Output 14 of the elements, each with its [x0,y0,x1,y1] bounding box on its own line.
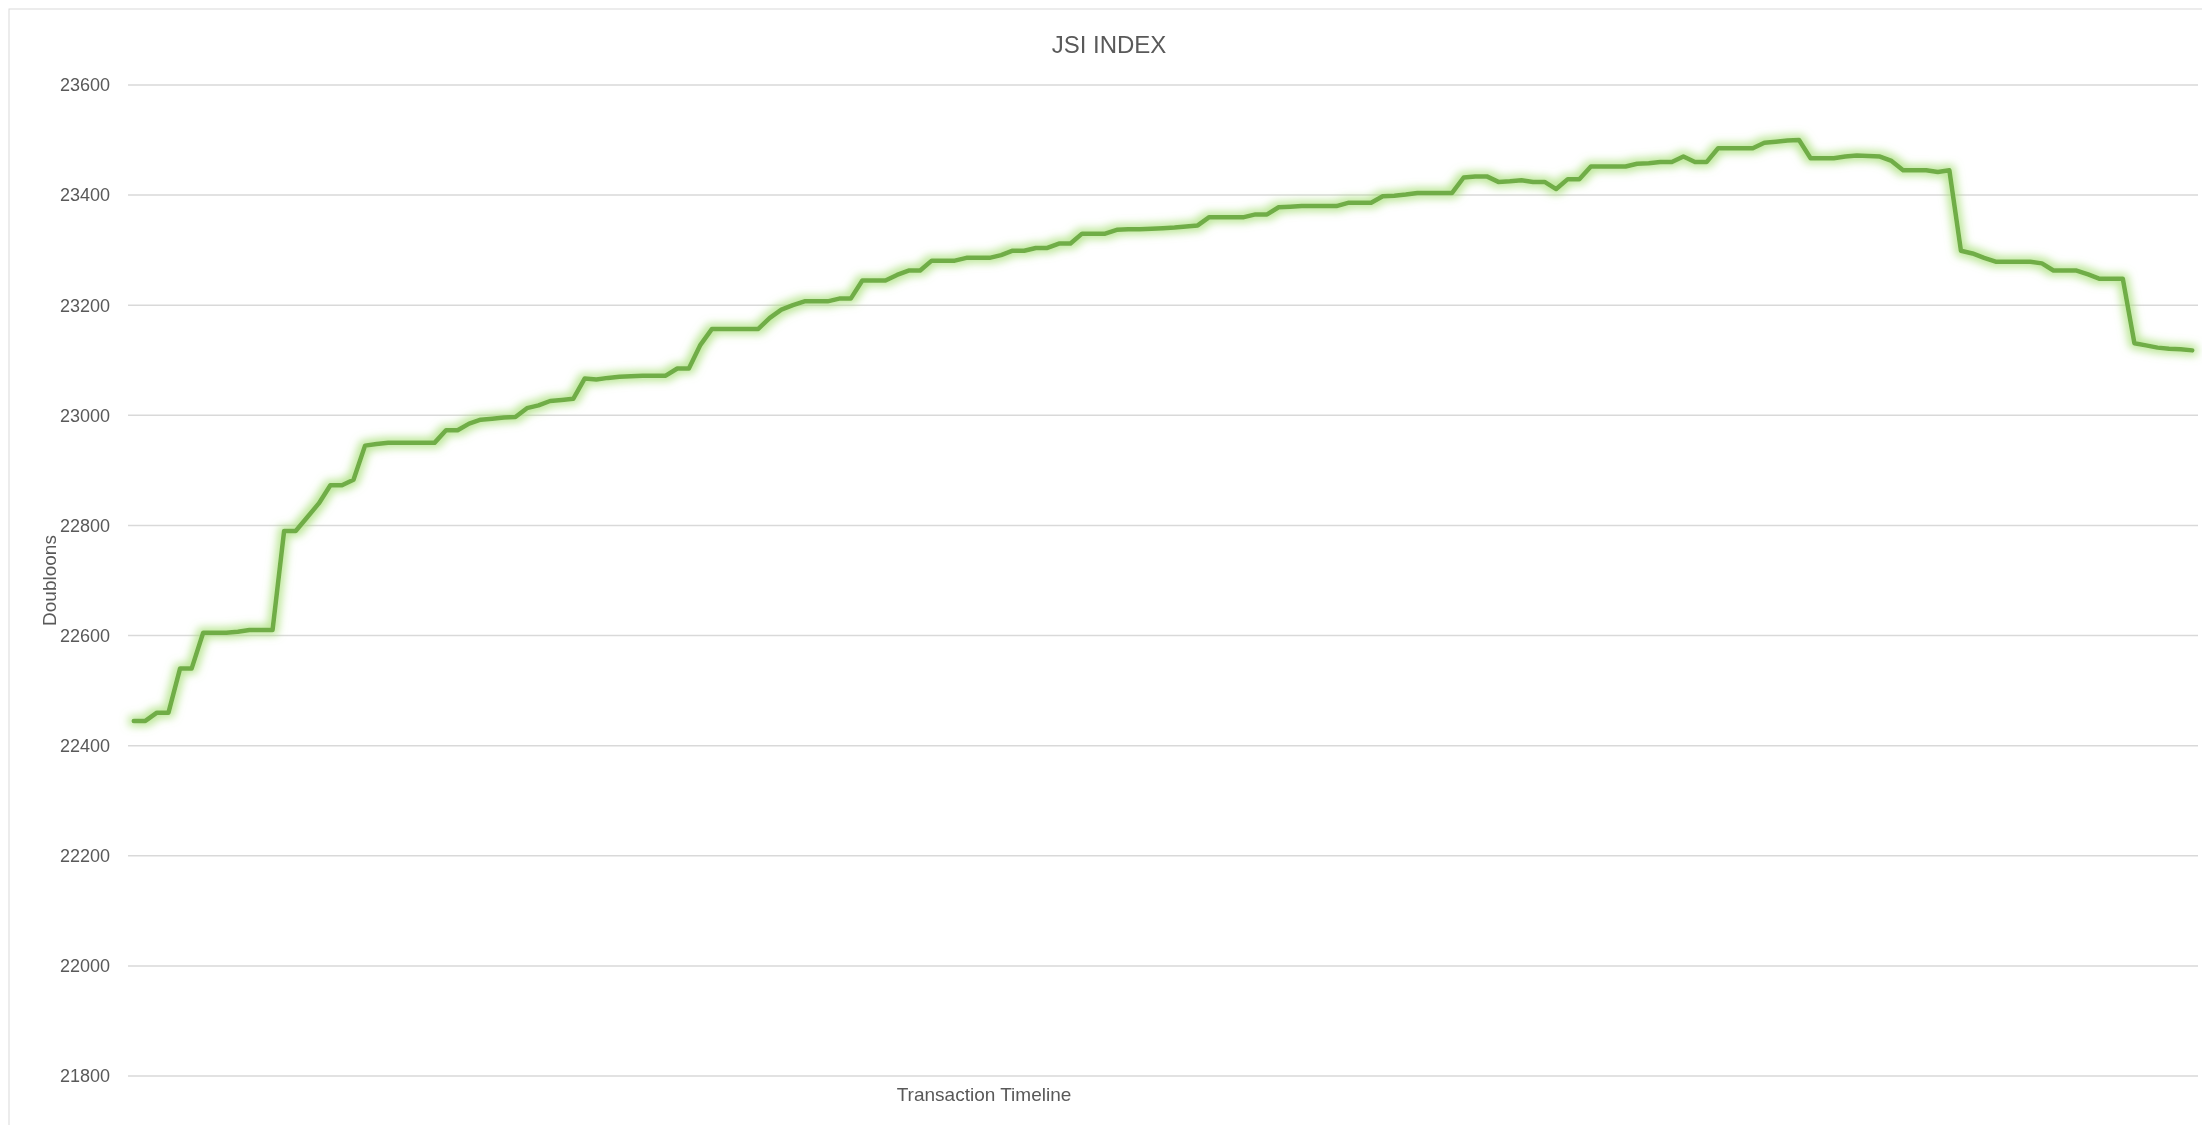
y-tick-label: 23200 [59,295,110,316]
y-tick-label: 22800 [59,515,110,536]
y-tick-label: 22600 [59,625,110,646]
y-axis-title: Doubloons [39,535,60,626]
x-axis-title: Transaction Timeline [896,1084,1072,1105]
y-tick-label: 23400 [59,185,110,206]
y-tick-label: 23600 [59,75,110,96]
y-tick-label: 22400 [59,735,110,756]
y-tick-label: 21800 [59,1066,110,1087]
y-tick-label: 23000 [59,405,110,426]
line-series [131,137,2195,724]
y-tick-label: 22200 [59,846,110,867]
y-tick-label: 22000 [59,956,110,977]
chart-title: JSI INDEX [1051,31,1167,58]
